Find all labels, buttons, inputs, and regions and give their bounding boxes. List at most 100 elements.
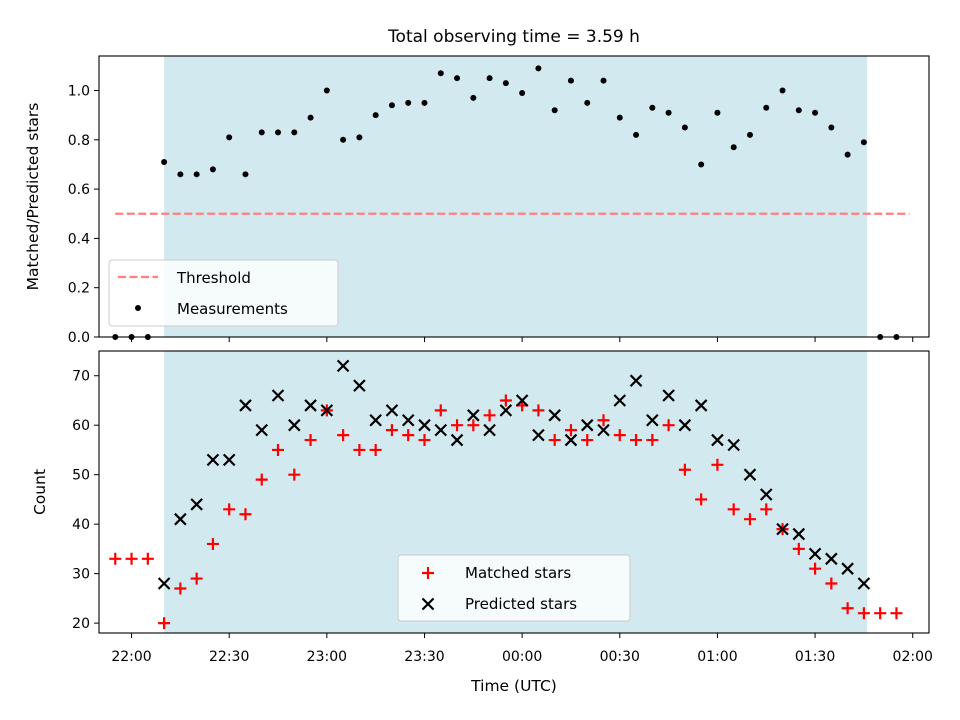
measurement-point	[275, 129, 282, 136]
measurement-point	[730, 144, 737, 151]
measurement-point	[340, 136, 347, 143]
measurement-point	[698, 161, 705, 168]
matched-star-point	[809, 562, 822, 575]
y-axis: 20 30 40 50 60 70	[72, 369, 99, 632]
matched-star-point	[190, 572, 203, 585]
measurement-point	[779, 87, 786, 94]
predicted-star-point	[678, 418, 692, 432]
matched-star-point	[288, 468, 301, 481]
matched-star-point	[239, 508, 252, 521]
measurement-point	[307, 114, 314, 121]
measurement-point	[812, 109, 819, 116]
measurement-point	[193, 171, 200, 178]
legend-threshold-label: Threshold	[176, 269, 251, 287]
predicted-star-point	[759, 488, 773, 501]
matched-star-point	[467, 419, 480, 432]
matched-star-point	[760, 503, 773, 516]
legend-bottom: Matched stars Predicted stars	[397, 554, 631, 622]
matched-star-point	[581, 434, 594, 447]
predicted-star-point	[857, 577, 871, 590]
predicted-star-point	[288, 418, 301, 432]
legend-matched-label: Matched stars	[465, 564, 571, 582]
measurement-point	[226, 134, 233, 141]
matched-star-point	[695, 493, 708, 506]
matched-star-point	[304, 434, 317, 447]
matched-star-point	[483, 409, 496, 422]
matched-star-point	[255, 473, 268, 486]
measurement-point	[584, 99, 591, 106]
measurement-point	[486, 75, 493, 82]
x-axis	[131, 337, 914, 342]
x-tick-label: 02:00	[893, 649, 933, 665]
measurement-point	[551, 107, 558, 114]
predicted-star-point	[157, 577, 171, 590]
matched-star-point	[825, 577, 838, 590]
y-tick-label: 70	[72, 369, 90, 385]
legend-top: Threshold Measurements	[108, 259, 339, 327]
predicted-star-point	[776, 522, 789, 536]
predicted-star-point	[694, 399, 708, 412]
predicted-star-point	[532, 428, 545, 442]
series-1	[109, 394, 903, 630]
matched-star-point	[857, 607, 870, 620]
predicted-star-point	[515, 394, 529, 407]
x-tick-label: 23:00	[307, 649, 347, 665]
predicted-star-point	[271, 389, 285, 402]
measurement-point	[633, 131, 640, 138]
predicted-star-point	[401, 413, 415, 427]
predicted-star-point	[336, 359, 350, 373]
measurement-point	[665, 109, 672, 116]
y-tick-label: 30	[72, 567, 90, 583]
matched-star-point	[499, 394, 512, 407]
measurement-point	[844, 151, 851, 158]
measurement-point	[746, 131, 753, 138]
predicted-star-point	[629, 374, 643, 387]
measurement-point	[600, 77, 607, 84]
predicted-star-point	[808, 547, 822, 561]
plot-frame	[98, 350, 930, 634]
predicted-star-point	[385, 404, 399, 417]
measurement-point	[405, 99, 412, 106]
y-tick-label: 40	[72, 517, 90, 533]
y-axis-label: Matched/Predicted stars	[24, 103, 42, 291]
predicted-star-point	[841, 562, 854, 575]
matched-star-point	[369, 443, 382, 456]
measurement-point	[291, 129, 298, 136]
y-tick-label: 0.6	[68, 182, 90, 198]
measurement-point	[535, 65, 542, 72]
matched-star-point	[141, 552, 154, 565]
y-tick-label: 0.8	[68, 133, 90, 149]
matched-star-point	[532, 404, 545, 417]
measurement-point	[616, 114, 623, 121]
matched-star-point	[451, 419, 464, 432]
x-axis: 22:00 22:30 23:00 23:30 00:00 00:30 01:00 01:30…	[111, 633, 933, 665]
legend-predicted-swatch	[421, 597, 435, 611]
measurement-point	[795, 107, 802, 114]
matched-star-point	[678, 463, 691, 476]
x-tick-label: 23:30	[404, 649, 444, 665]
matched-star-point	[890, 607, 903, 620]
y-tick-label: 0.0	[68, 330, 90, 346]
matched-star-point	[223, 503, 236, 516]
measurement-point	[519, 89, 526, 96]
measurement-point	[421, 99, 428, 106]
y-axis-label: Count	[31, 469, 49, 515]
predicted-star-point	[646, 413, 659, 427]
x-tick-label: 22:00	[111, 649, 151, 665]
predicted-star-point	[206, 453, 220, 467]
y-tick-label: 1.0	[68, 84, 90, 100]
predicted-star-point	[580, 418, 594, 432]
matched-star-point	[337, 429, 350, 442]
matched-star-point	[125, 552, 138, 565]
predicted-star-point	[483, 423, 496, 437]
measurement-point	[242, 171, 249, 178]
measurement-point	[828, 124, 835, 131]
matched-star-point	[711, 458, 724, 471]
predicted-star-point	[499, 404, 513, 417]
measurement-point	[681, 124, 688, 131]
y-tick-label: 50	[72, 468, 90, 484]
measurement-point	[567, 77, 574, 84]
y-tick-label: 20	[72, 616, 90, 632]
matched-star-point	[158, 617, 171, 630]
matched-star-point	[434, 404, 447, 417]
